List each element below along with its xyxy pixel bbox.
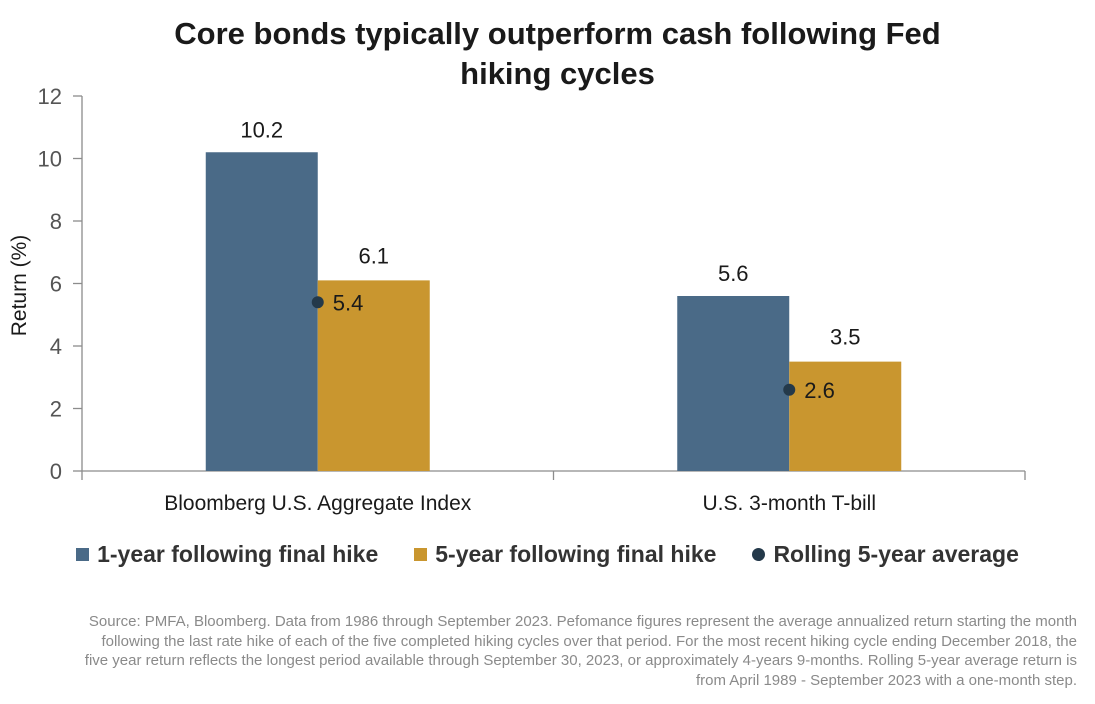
data-label-1yr: 10.2 bbox=[240, 117, 283, 142]
y-tick-label: 10 bbox=[38, 147, 62, 172]
chart-title: Core bonds typically outperform cash fol… bbox=[174, 16, 941, 91]
y-tick-label: 6 bbox=[50, 272, 62, 297]
bar-5yr bbox=[789, 361, 902, 471]
legend-label-5yr: 5-year following final hike bbox=[435, 541, 717, 567]
x-category-label: Bloomberg U.S. Aggregate Index bbox=[164, 492, 472, 515]
legend-marker-rolling bbox=[752, 548, 766, 561]
y-tick-label: 4 bbox=[50, 334, 62, 359]
data-label-5yr: 6.1 bbox=[358, 243, 389, 268]
y-tick-label: 2 bbox=[50, 397, 62, 422]
data-label-1yr: 5.6 bbox=[718, 261, 749, 286]
legend-label-rolling: Rolling 5-year average bbox=[773, 541, 1019, 567]
data-label-rolling: 5.4 bbox=[333, 290, 364, 315]
legend-label-1yr: 1-year following final hike bbox=[97, 541, 379, 567]
data-label-rolling: 2.6 bbox=[804, 378, 835, 403]
y-tick-label: 0 bbox=[50, 459, 62, 484]
bar-chart: 0 2 4 6 8 10 12 Return (%) Bloomberg U.S. Aggreg… bbox=[8, 84, 1026, 515]
point-rolling-avg bbox=[783, 383, 796, 396]
legend-item-rolling: Rolling 5-year average bbox=[752, 541, 1019, 568]
bar-1yr bbox=[205, 152, 318, 471]
y-axis-label: Return (%) bbox=[8, 235, 31, 337]
legend-swatch-5yr bbox=[414, 548, 428, 561]
bar-1yr bbox=[677, 296, 790, 471]
y-tick-label: 8 bbox=[50, 209, 62, 234]
x-category-label: U.S. 3-month T-bill bbox=[702, 492, 876, 515]
legend-item-1yr: 1-year following final hike bbox=[76, 541, 378, 568]
point-rolling-avg bbox=[311, 296, 324, 309]
y-tick-label: 12 bbox=[38, 84, 62, 109]
legend-swatch-1yr bbox=[76, 548, 90, 561]
legend-item-5yr: 5-year following final hike bbox=[414, 541, 716, 568]
legend: 1-year following final hike 5-year follo… bbox=[0, 541, 1095, 568]
source-note: Source: PMFA, Bloomberg. Data from 1986 … bbox=[84, 613, 1077, 689]
data-label-5yr: 3.5 bbox=[830, 325, 861, 350]
bar-5yr bbox=[317, 280, 430, 471]
